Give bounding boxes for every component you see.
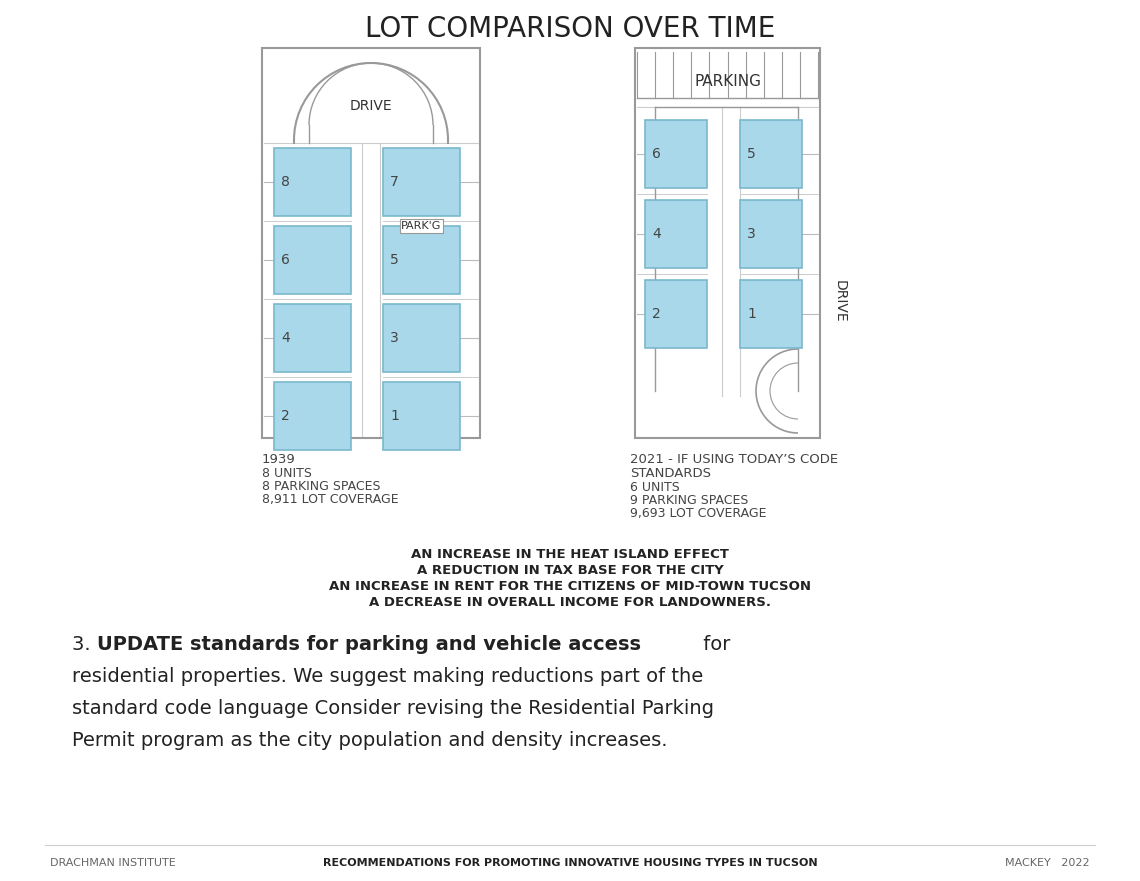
Bar: [645, 120, 707, 188]
Text: MACKEY   2022: MACKEY 2022: [1005, 858, 1090, 868]
Text: 9,693 LOT COVERAGE: 9,693 LOT COVERAGE: [630, 507, 766, 520]
Text: 8,911 LOT COVERAGE: 8,911 LOT COVERAGE: [262, 493, 399, 506]
Text: Permit program as the city population and density increases.: Permit program as the city population an…: [72, 731, 668, 750]
Text: 2021 - IF USING TODAY’S CODE: 2021 - IF USING TODAY’S CODE: [630, 453, 838, 466]
Text: UPDATE standards for parking and vehicle access: UPDATE standards for parking and vehicle…: [97, 635, 641, 654]
Bar: [383, 382, 461, 450]
Text: 1: 1: [747, 307, 756, 321]
Text: 6 UNITS: 6 UNITS: [630, 481, 679, 494]
Text: AN INCREASE IN THE HEAT ISLAND EFFECT: AN INCREASE IN THE HEAT ISLAND EFFECT: [412, 548, 728, 561]
Text: 4: 4: [652, 227, 661, 241]
Text: AN INCREASE IN RENT FOR THE CITIZENS OF MID-TOWN TUCSON: AN INCREASE IN RENT FOR THE CITIZENS OF …: [329, 580, 811, 593]
Text: DRIVE: DRIVE: [833, 280, 847, 322]
Text: 7: 7: [390, 175, 399, 189]
Text: 5: 5: [390, 253, 399, 267]
Bar: [262, 48, 480, 438]
Text: standard code language Consider revising the Residential Parking: standard code language Consider revising…: [72, 699, 714, 718]
Bar: [383, 226, 461, 294]
Text: 3: 3: [390, 331, 399, 345]
Text: 4: 4: [280, 331, 290, 345]
Text: PARKING: PARKING: [694, 75, 762, 90]
Text: DRIVE: DRIVE: [350, 99, 392, 113]
Text: 5: 5: [747, 147, 756, 161]
Bar: [740, 120, 803, 188]
Text: STANDARDS: STANDARDS: [630, 467, 711, 480]
Text: RECOMMENDATIONS FOR PROMOTING INNOVATIVE HOUSING TYPES IN TUCSON: RECOMMENDATIONS FOR PROMOTING INNOVATIVE…: [323, 858, 817, 868]
Bar: [740, 200, 803, 268]
Text: A REDUCTION IN TAX BASE FOR THE CITY: A REDUCTION IN TAX BASE FOR THE CITY: [416, 564, 724, 577]
Bar: [383, 148, 461, 216]
Text: 3.: 3.: [72, 635, 97, 654]
Text: 1939: 1939: [262, 453, 295, 466]
Text: for: for: [697, 635, 731, 654]
Text: DRACHMAN INSTITUTE: DRACHMAN INSTITUTE: [50, 858, 176, 868]
Bar: [740, 280, 803, 348]
Bar: [635, 48, 820, 438]
Text: 6: 6: [652, 147, 661, 161]
Text: 3: 3: [747, 227, 756, 241]
Bar: [645, 280, 707, 348]
Text: LOT COMPARISON OVER TIME: LOT COMPARISON OVER TIME: [365, 15, 775, 43]
Text: 2: 2: [280, 409, 290, 423]
Bar: [274, 226, 351, 294]
Text: 2: 2: [652, 307, 661, 321]
Text: 9 PARKING SPACES: 9 PARKING SPACES: [630, 494, 748, 507]
Text: 8 PARKING SPACES: 8 PARKING SPACES: [262, 480, 381, 493]
Text: A DECREASE IN OVERALL INCOME FOR LANDOWNERS.: A DECREASE IN OVERALL INCOME FOR LANDOWN…: [369, 596, 771, 609]
Text: residential properties. We suggest making reductions part of the: residential properties. We suggest makin…: [72, 667, 703, 686]
Text: 8: 8: [280, 175, 290, 189]
Bar: [274, 148, 351, 216]
Bar: [274, 304, 351, 372]
Bar: [274, 382, 351, 450]
Text: 8 UNITS: 8 UNITS: [262, 467, 312, 480]
Text: PARK'G: PARK'G: [401, 221, 441, 231]
Text: 6: 6: [280, 253, 290, 267]
Bar: [645, 200, 707, 268]
Text: 1: 1: [390, 409, 399, 423]
Bar: [383, 304, 461, 372]
